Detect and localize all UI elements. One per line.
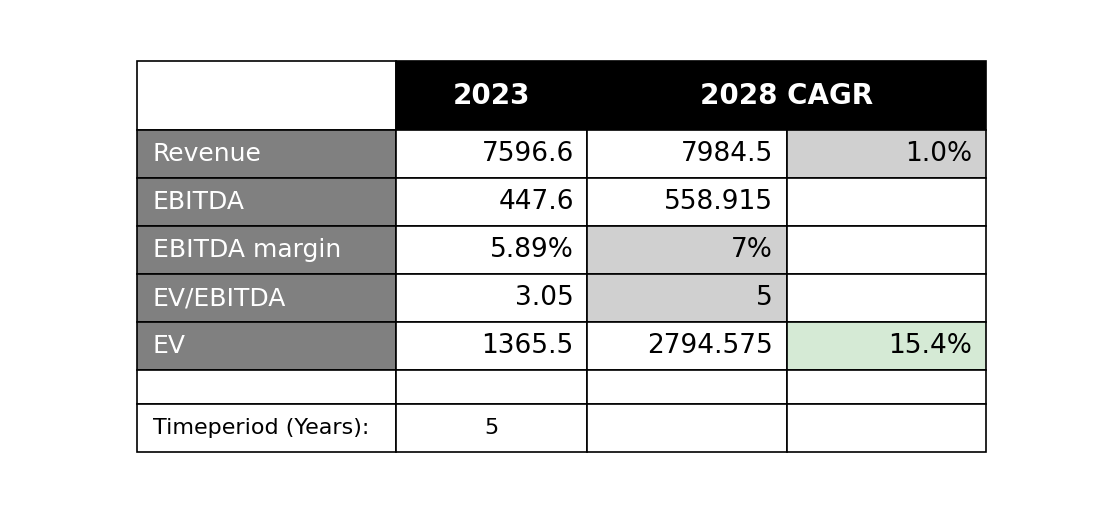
Bar bbox=[396, 131, 587, 178]
Text: 558.915: 558.915 bbox=[664, 189, 773, 215]
Bar bbox=[587, 131, 787, 178]
Bar bbox=[587, 404, 787, 452]
Bar bbox=[396, 323, 587, 370]
Text: EBITDA margin: EBITDA margin bbox=[152, 238, 341, 263]
Text: 2028 CAGR: 2028 CAGR bbox=[700, 82, 874, 110]
Text: 1.0%: 1.0% bbox=[905, 142, 972, 168]
Text: 7%: 7% bbox=[731, 237, 773, 264]
Bar bbox=[396, 178, 587, 227]
Bar bbox=[587, 274, 787, 323]
Text: EBITDA: EBITDA bbox=[152, 190, 244, 214]
Bar bbox=[587, 370, 787, 404]
Text: 7596.6: 7596.6 bbox=[481, 142, 574, 168]
Bar bbox=[396, 274, 587, 323]
Bar bbox=[137, 178, 396, 227]
Text: 5: 5 bbox=[756, 285, 773, 311]
Bar bbox=[787, 227, 986, 274]
Text: 5: 5 bbox=[484, 418, 499, 438]
Bar bbox=[787, 274, 986, 323]
Bar bbox=[137, 227, 396, 274]
Bar bbox=[137, 370, 396, 404]
Bar bbox=[137, 323, 396, 370]
Bar bbox=[137, 274, 396, 323]
Text: 2023: 2023 bbox=[453, 82, 530, 110]
Bar bbox=[137, 131, 396, 178]
Bar bbox=[396, 61, 986, 131]
Text: 1365.5: 1365.5 bbox=[481, 333, 574, 360]
Bar bbox=[396, 404, 587, 452]
Text: 447.6: 447.6 bbox=[499, 189, 574, 215]
Bar bbox=[396, 370, 587, 404]
Text: 15.4%: 15.4% bbox=[889, 333, 972, 360]
Bar bbox=[587, 227, 787, 274]
Bar bbox=[396, 227, 587, 274]
Bar bbox=[587, 178, 787, 227]
Bar bbox=[137, 404, 396, 452]
Text: Revenue: Revenue bbox=[152, 142, 262, 167]
Bar bbox=[787, 370, 986, 404]
Bar bbox=[787, 323, 986, 370]
Text: EV/EBITDA: EV/EBITDA bbox=[152, 287, 286, 310]
Text: 3.05: 3.05 bbox=[515, 285, 574, 311]
Bar bbox=[137, 61, 396, 131]
Text: Timeperiod (Years):: Timeperiod (Years): bbox=[152, 418, 369, 438]
Text: 5.89%: 5.89% bbox=[490, 237, 574, 264]
Bar bbox=[787, 404, 986, 452]
Text: EV: EV bbox=[152, 334, 185, 359]
Text: 2794.575: 2794.575 bbox=[647, 333, 773, 360]
Text: 7984.5: 7984.5 bbox=[681, 142, 773, 168]
Bar bbox=[787, 131, 986, 178]
Bar bbox=[787, 178, 986, 227]
Bar bbox=[587, 323, 787, 370]
